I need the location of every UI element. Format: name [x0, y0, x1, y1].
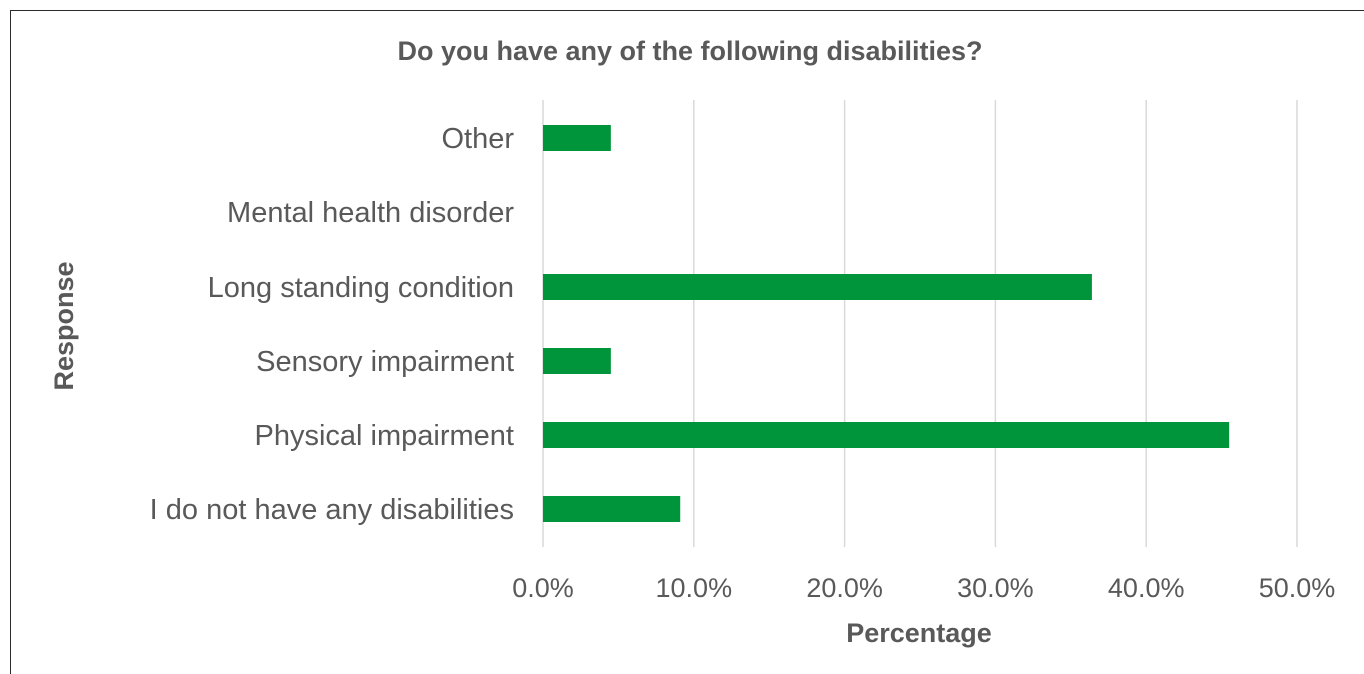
bar — [543, 348, 611, 374]
chart-frame — [10, 10, 1364, 674]
bar — [543, 274, 1092, 300]
category-label: Mental health disorder — [227, 197, 514, 229]
x-tick-label: 30.0% — [957, 573, 1034, 603]
bars — [543, 125, 1230, 522]
x-tick-label: 20.0% — [806, 573, 883, 603]
category-label: Sensory impairment — [256, 346, 514, 378]
x-tick-label: 40.0% — [1108, 573, 1185, 603]
category-label: Physical impairment — [255, 420, 514, 452]
x-tick-label: 0.0% — [512, 573, 574, 603]
category-label: Long standing condition — [208, 272, 514, 304]
bar — [543, 422, 1230, 448]
x-tick-labels: 0.0% 10.0% 20.0% 30.0% 40.0% 50.0% — [512, 573, 1335, 603]
y-axis-title: Response — [49, 261, 79, 390]
category-label: Other — [441, 123, 514, 155]
chart-title: Do you have any of the following disabil… — [397, 36, 982, 66]
bar — [543, 125, 611, 151]
category-labels: Other Mental health disorder Long standing… — [150, 123, 515, 526]
gridlines — [542, 100, 1298, 547]
category-label: I do not have any disabilities — [150, 494, 514, 526]
bar — [543, 496, 681, 522]
x-tick-label: 50.0% — [1259, 573, 1336, 603]
x-axis-title: Percentage — [846, 618, 992, 648]
x-tick-label: 10.0% — [656, 573, 733, 603]
